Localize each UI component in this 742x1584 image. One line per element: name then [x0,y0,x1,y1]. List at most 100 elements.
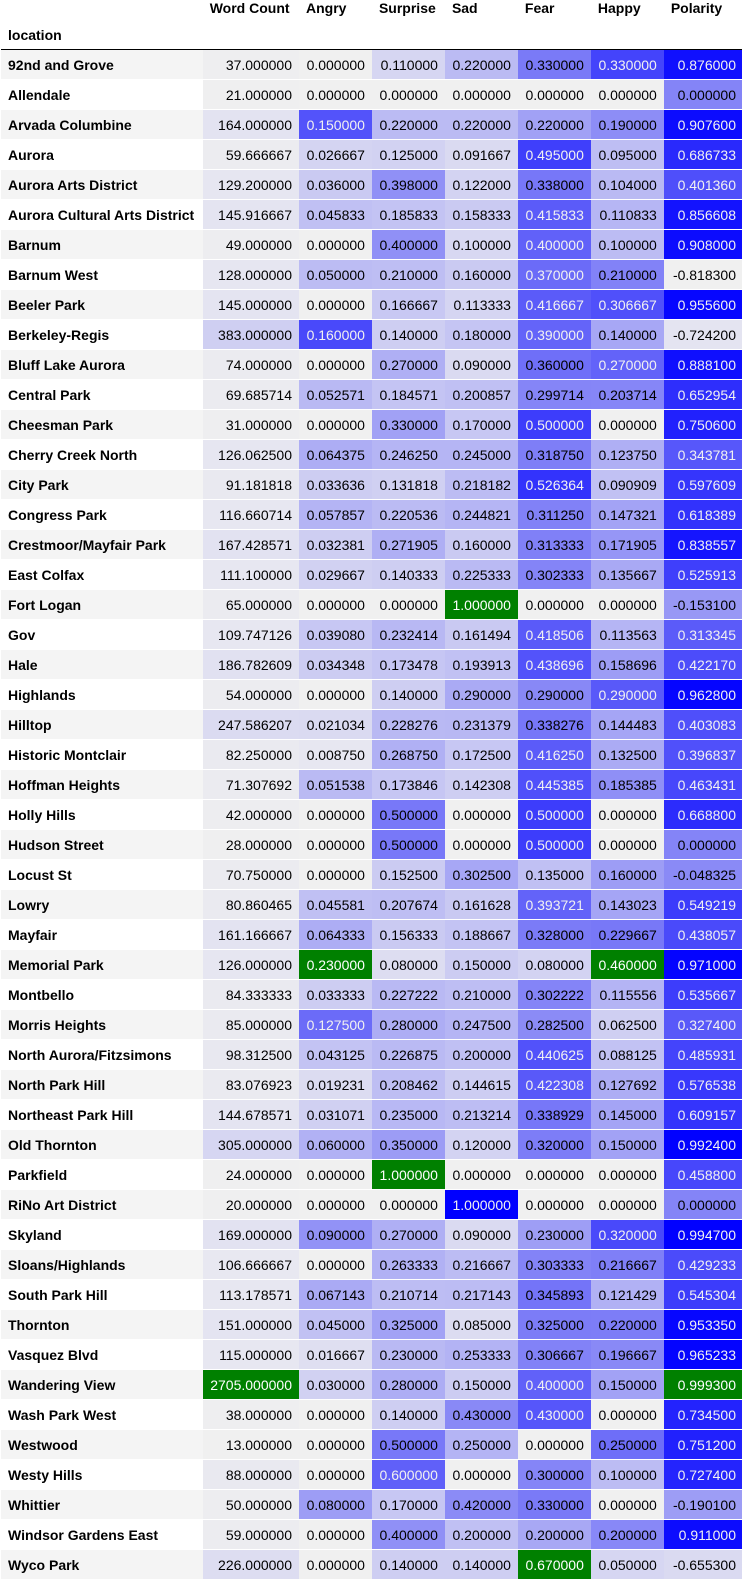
cell-surprise: 0.184571 [371,379,445,410]
cell-angry: 0.000000 [299,1159,372,1190]
cell-fear: 0.230000 [517,1219,591,1250]
cell-polarity: -0.190100 [663,1489,742,1520]
cell-surprise: 0.170000 [371,1489,445,1520]
cell-surprise: 0.210714 [371,1279,445,1310]
cell-word-count: 106.666667 [202,1249,299,1280]
cell-word-count: 129.200000 [202,169,299,200]
cell-sad: 0.085000 [444,1309,518,1340]
cell-sad: 0.302500 [444,859,518,890]
table-row: Wyco Park 226.000000 0.000000 0.140000 0.140… [1,1549,742,1580]
row-label: City Park [1,469,203,500]
cell-word-count: 305.000000 [202,1129,299,1160]
cell-polarity: 0.576538 [663,1069,742,1100]
table-row: Barnum 49.000000 0.000000 0.400000 0.100000 0… [1,229,742,260]
table-row: Hudson Street 28.000000 0.000000 0.500000 0.… [1,829,742,860]
cell-surprise: 0.140000 [371,679,445,710]
cell-happy: 0.185385 [590,769,664,800]
row-label: Westy Hills [1,1459,203,1490]
cell-fear: 0.303333 [517,1249,591,1280]
table-row: Wash Park West 38.000000 0.000000 0.140000 0… [1,1399,742,1430]
cell-surprise: 0.246250 [371,439,445,470]
cell-surprise: 0.280000 [371,1009,445,1040]
cell-fear: 0.415833 [517,199,591,230]
cell-fear: 0.438696 [517,649,591,680]
cell-angry: 0.064333 [299,919,372,950]
cell-angry: 0.064375 [299,439,372,470]
cell-word-count: 21.000000 [202,79,299,110]
cell-happy: 0.127692 [590,1069,664,1100]
row-label: Congress Park [1,499,203,530]
column-header-fear: Fear [524,0,555,16]
cell-fear: 0.320000 [517,1129,591,1160]
index-label: location [1,20,203,50]
cell-sad: 0.142308 [444,769,518,800]
cell-surprise: 0.156333 [371,919,445,950]
cell-angry: 0.080000 [299,1489,372,1520]
cell-word-count: 59.666667 [202,139,299,170]
table-row: Hilltop 247.586207 0.021034 0.228276 0.23137… [1,709,742,740]
cell-happy: 0.250000 [590,1429,664,1460]
row-label: Central Park [1,379,203,410]
cell-sad: 0.217143 [444,1279,518,1310]
table-row: Hale 186.782609 0.034348 0.173478 0.193913 0.… [1,649,742,680]
cell-polarity: 0.000000 [663,79,742,110]
cell-surprise: 0.110000 [371,49,445,80]
cell-fear: 0.526364 [517,469,591,500]
cell-surprise: 0.350000 [371,1129,445,1160]
cell-surprise: 0.140000 [371,319,445,350]
row-label: Fort Logan [1,589,203,620]
cell-angry: 0.000000 [299,859,372,890]
cell-sad: 0.430000 [444,1399,518,1430]
row-label: Westwood [1,1429,203,1460]
cell-fear: 0.390000 [517,319,591,350]
cell-word-count: 113.178571 [202,1279,299,1310]
cell-fear: 0.495000 [517,139,591,170]
cell-word-count: 74.000000 [202,349,299,380]
row-label: Old Thornton [1,1129,203,1160]
cell-angry: 0.036000 [299,169,372,200]
cell-polarity: -0.153100 [663,589,742,620]
cell-polarity: 0.838557 [663,529,742,560]
cell-polarity: 0.313345 [663,619,742,650]
column-header-happy: Happy [597,0,641,16]
cell-word-count: 186.782609 [202,649,299,680]
cell-word-count: 65.000000 [202,589,299,620]
column-header-row: Word Count Angry Surprise Sad Fear Happy… [1,0,742,20]
table-row: Cherry Creek North 126.062500 0.064375 0.24… [1,439,742,470]
cell-sad: 0.188667 [444,919,518,950]
cell-word-count: 13.000000 [202,1429,299,1460]
cell-polarity: 0.992400 [663,1129,742,1160]
cell-word-count: 24.000000 [202,1159,299,1190]
cell-surprise: 0.325000 [371,1309,445,1340]
cell-sad: 0.160000 [444,529,518,560]
cell-happy: 0.196667 [590,1339,664,1370]
cell-polarity: 0.327400 [663,1009,742,1040]
cell-fear: 0.299714 [517,379,591,410]
cell-fear: 0.000000 [517,1189,591,1220]
cell-angry: 0.090000 [299,1219,372,1250]
cell-happy: 0.330000 [590,49,664,80]
table-row: Thornton 151.000000 0.045000 0.325000 0.0850… [1,1309,742,1340]
cell-sad: 0.158333 [444,199,518,230]
cell-angry: 0.045581 [299,889,372,920]
cell-polarity: -0.724200 [663,319,742,350]
table-row: South Park Hill 113.178571 0.067143 0.21071… [1,1279,742,1310]
cell-polarity: 0.438057 [663,919,742,950]
cell-polarity: 0.403083 [663,709,742,740]
cell-sad: 0.180000 [444,319,518,350]
table-body: 92nd and Grove 37.000000 0.000000 0.110000 0… [1,49,742,1580]
cell-angry: 0.000000 [299,49,372,80]
cell-sad: 0.218182 [444,469,518,500]
cell-happy: 0.150000 [590,1369,664,1400]
cell-polarity: -0.818300 [663,259,742,290]
cell-word-count: 88.000000 [202,1459,299,1490]
cell-surprise: 0.230000 [371,1339,445,1370]
cell-happy: 0.123750 [590,439,664,470]
cell-polarity: 0.535667 [663,979,742,1010]
cell-surprise: 0.166667 [371,289,445,320]
row-label: Windsor Gardens East [1,1519,203,1550]
cell-sad: 0.253333 [444,1339,518,1370]
cell-angry: 0.067143 [299,1279,372,1310]
cell-happy: 0.220000 [590,1309,664,1340]
cell-happy: 0.000000 [590,79,664,110]
